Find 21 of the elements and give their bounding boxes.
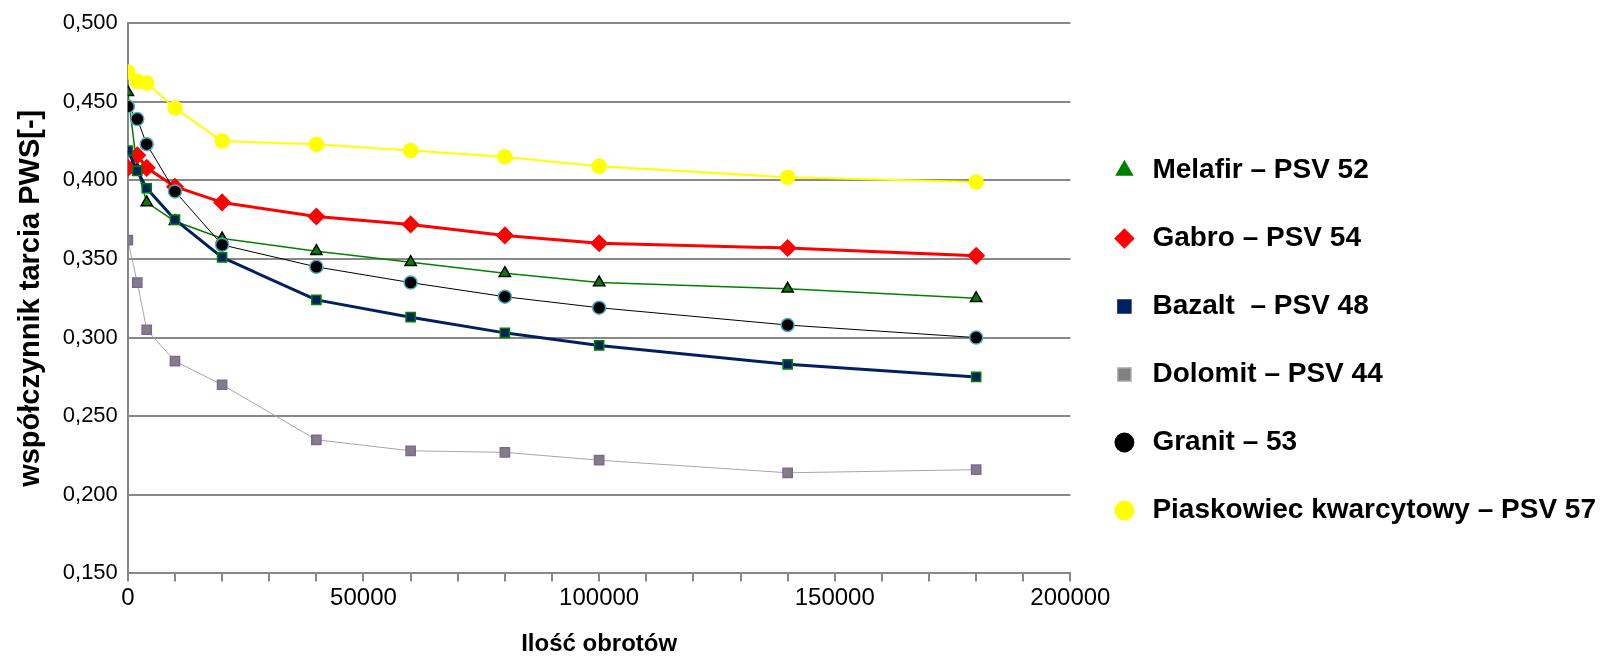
x-tick-label: 100000 [559,583,640,611]
y-tick-label: 0,250 [62,402,118,428]
x-tick-label: 50000 [330,583,397,611]
y-tick-label: 0,350 [62,245,118,271]
legend-label: Gabro – PSV 54 [1152,221,1362,253]
x-tick-label: 200000 [1030,583,1111,611]
legend-label: Melafir – PSV 52 [1152,153,1369,185]
y-tick-label: 0,300 [62,323,118,349]
y-tick-label: 0,450 [62,87,118,113]
y-tick-label: 0,500 [62,9,118,35]
y-tick-label: 0,200 [62,480,118,506]
x-axis-title: Ilość obrotów [521,629,678,657]
legend-label: Granit – 53 [1152,425,1298,457]
y-tick-label: 0,400 [62,166,118,192]
legend-label: Piaskowiec kwarcytowy – PSV 57 [1152,493,1597,525]
y-tick-label: 0,150 [62,559,118,585]
y-axis-title: współczynnik tarcia PWS[-] [13,109,46,488]
legend-label: Bazalt – PSV 48 [1152,289,1369,321]
x-tick-label: 150000 [794,583,875,611]
x-tick-label: 0 [121,583,135,611]
legend-label: Dolomit – PSV 44 [1152,357,1384,389]
